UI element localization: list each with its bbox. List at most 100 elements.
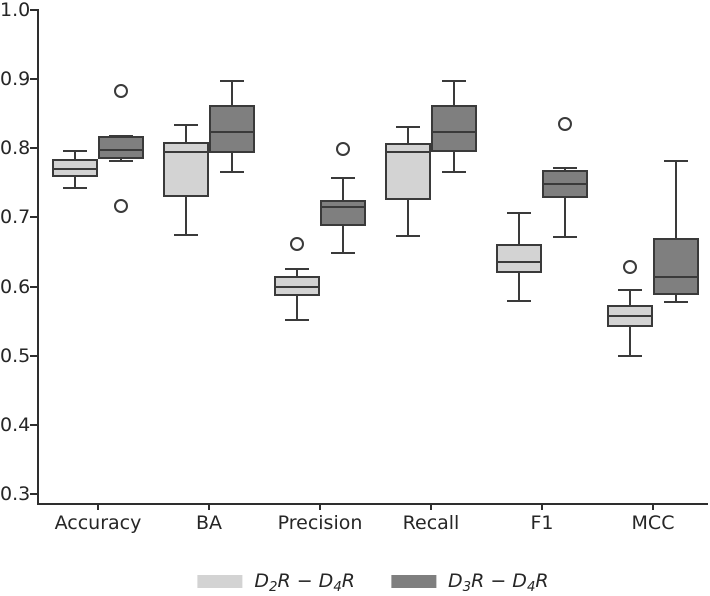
legend-label-text: D xyxy=(448,570,463,592)
outlier-point xyxy=(114,83,128,98)
median-line xyxy=(496,261,542,264)
chart-legend: D2R − D4R D3R − D4R xyxy=(197,570,549,595)
y-tick xyxy=(30,9,38,11)
whisker-cap xyxy=(220,80,244,83)
median-line xyxy=(209,131,255,134)
whisker-line xyxy=(74,176,76,189)
legend-label-subscript: 4 xyxy=(333,579,342,595)
y-tick-label: 0.3 xyxy=(0,482,31,505)
box-d3r-d4r-accuracy xyxy=(98,135,144,159)
outlier-point xyxy=(558,117,572,132)
legend-item-d2r-d4r: D2R − D4R xyxy=(197,570,355,595)
whisker-cap xyxy=(553,166,577,169)
x-tick xyxy=(319,504,321,510)
whisker-line xyxy=(518,212,520,245)
whisker-cap xyxy=(285,268,309,271)
y-tick xyxy=(30,147,38,150)
outlier-point xyxy=(114,199,128,214)
whisker-cap xyxy=(507,211,531,214)
median-line xyxy=(320,206,366,209)
whisker-line xyxy=(296,296,298,321)
x-tick xyxy=(430,504,432,510)
x-tick xyxy=(208,504,210,510)
whisker-line xyxy=(231,81,233,106)
x-tick xyxy=(541,504,543,510)
legend-item-d3r-d4r: D3R − D4R xyxy=(391,570,549,595)
y-tick xyxy=(30,78,38,81)
median-line xyxy=(98,149,144,152)
x-tick-label-recall: Recall xyxy=(402,512,460,534)
whisker-line xyxy=(407,126,409,144)
x-tick-label-ba: BA xyxy=(195,512,223,534)
legend-label-text: R − D xyxy=(277,570,334,592)
whisker-cap xyxy=(553,236,577,239)
y-tick-label: 0.5 xyxy=(0,344,31,367)
legend-label-text: R xyxy=(341,570,355,592)
whisker-line xyxy=(629,326,631,356)
whisker-line xyxy=(74,151,76,159)
median-line xyxy=(542,183,588,186)
y-tick-label: 0.8 xyxy=(0,137,31,160)
legend-swatch-d3r-d4r xyxy=(391,574,436,588)
x-tick xyxy=(652,504,654,510)
whisker-cap xyxy=(442,170,466,173)
whisker-cap xyxy=(442,80,466,83)
x-tick-label-mcc: MCC xyxy=(631,512,675,534)
whisker-line xyxy=(675,161,677,239)
y-tick xyxy=(30,354,38,357)
whisker-line xyxy=(453,81,455,106)
whisker-line xyxy=(185,125,187,143)
whisker-cap xyxy=(331,177,355,179)
legend-label-d2r-d4r: D2R − D4R xyxy=(254,570,355,595)
y-axis-spine xyxy=(37,9,39,505)
legend-swatch-d2r-d4r xyxy=(197,574,243,588)
y-tick xyxy=(30,423,38,426)
x-tick-label-accuracy: Accuracy xyxy=(54,512,142,534)
whisker-cap xyxy=(220,171,244,174)
x-tick-label-precision: Precision xyxy=(277,512,363,534)
whisker-line xyxy=(518,272,520,302)
legend-label-subscript: 4 xyxy=(526,579,536,595)
whisker-line xyxy=(675,294,677,302)
whisker-line xyxy=(231,153,233,173)
y-tick xyxy=(30,492,38,495)
whisker-cap xyxy=(174,234,198,237)
y-tick-label: 0.9 xyxy=(0,68,31,91)
whisker-line xyxy=(185,197,187,236)
whisker-cap xyxy=(618,289,642,292)
whisker-line xyxy=(407,200,409,237)
whisker-cap xyxy=(63,150,87,153)
whisker-line xyxy=(564,167,566,171)
y-tick-label: 0.6 xyxy=(0,275,31,298)
y-tick-label: 1.0 xyxy=(0,0,31,21)
box-d2r-d4r-f1 xyxy=(496,244,542,273)
whisker-cap xyxy=(63,187,87,190)
x-axis-spine xyxy=(37,503,708,505)
x-tick-label-f1: F1 xyxy=(530,512,554,534)
legend-label-subscript: 3 xyxy=(462,579,472,595)
whisker-cap xyxy=(664,300,688,303)
whisker-cap xyxy=(507,300,531,303)
legend-label-text: R − D xyxy=(471,570,527,592)
median-line xyxy=(607,314,653,317)
median-line xyxy=(163,151,209,154)
whisker-cap xyxy=(396,125,420,128)
whisker-line xyxy=(629,290,631,306)
box-d3r-d4r-ba xyxy=(209,105,255,154)
median-line xyxy=(52,168,98,171)
whisker-line xyxy=(342,226,344,254)
box-d3r-d4r-precision xyxy=(320,200,366,227)
whisker-cap xyxy=(331,252,355,255)
whisker-cap xyxy=(285,319,309,322)
x-tick xyxy=(97,504,99,510)
legend-label-subscript: 2 xyxy=(269,579,278,595)
box-d3r-d4r-recall xyxy=(431,105,477,153)
whisker-cap xyxy=(109,159,133,162)
legend-label-text: R xyxy=(535,570,549,592)
whisker-cap xyxy=(396,235,420,238)
whisker-line xyxy=(564,198,566,238)
whisker-line xyxy=(296,269,298,277)
box-d3r-d4r-mcc xyxy=(653,238,699,295)
box-d2r-d4r-ba xyxy=(163,142,209,198)
